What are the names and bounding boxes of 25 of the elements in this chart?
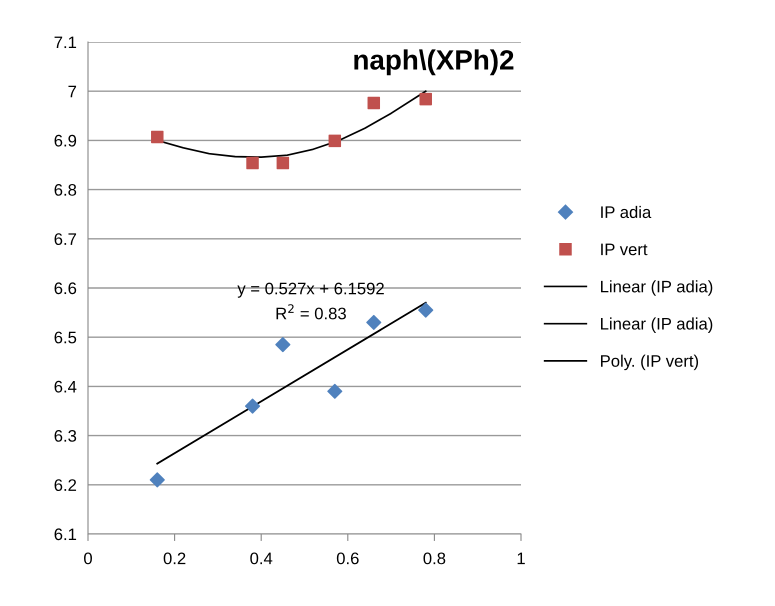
y-tick-label: 6.6 (54, 282, 76, 294)
y-tick-label: 6.1 (54, 528, 76, 540)
y-tick-label: 6.7 (54, 233, 76, 246)
y-tick-label: 6.8 (54, 184, 76, 196)
x-tick-label: 1 (518, 552, 525, 564)
x-tick-label: 0.2 (164, 552, 186, 564)
legend-label: IP adia (601, 206, 652, 218)
legend-label: IP vert (601, 244, 648, 256)
legend-label: Poly. (IP vert) (601, 354, 698, 370)
legend-label: Linear (IP adia) (601, 280, 712, 296)
x-tick-label: 0.4 (250, 552, 272, 564)
x-tick-label: 0.8 (423, 552, 446, 564)
x-tick-label: 0 (84, 552, 92, 564)
x-tick-label: 0.6 (336, 552, 359, 564)
y-tick-label: 6.2 (54, 479, 76, 492)
chart-title: naph\(XPh)2 (354, 49, 514, 76)
legend-label: Linear (IP adia) (601, 317, 712, 333)
annotation: R$^{2}$ = 0.83 (276, 304, 346, 320)
y-tick-label: 7 (68, 86, 76, 98)
y-tick-label: 6.9 (54, 134, 76, 147)
y-tick-label: 7.1 (54, 36, 76, 48)
annotation: y = 0.527x + 6.1592 (237, 282, 384, 298)
y-tick-label: 6.4 (54, 380, 76, 393)
y-tick-label: 6.3 (54, 430, 76, 442)
y-tick-label: 6.5 (54, 332, 76, 344)
